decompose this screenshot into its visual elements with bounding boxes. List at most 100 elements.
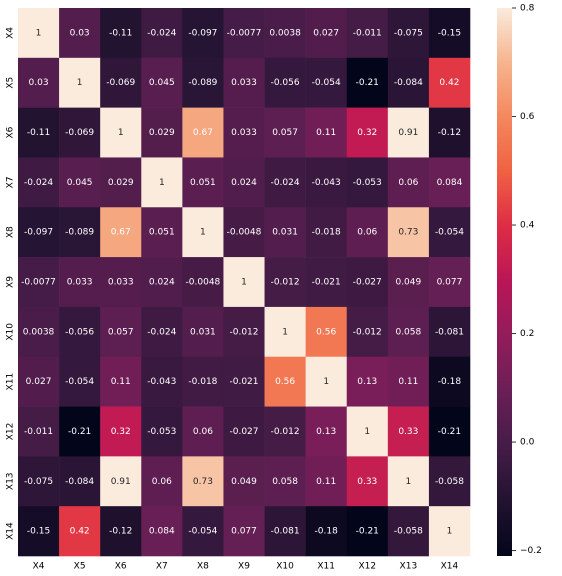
cell-label: -0.012 <box>271 278 300 288</box>
cell-label: 0.084 <box>149 527 175 537</box>
cell-label: -0.024 <box>147 327 176 337</box>
heatmap-cell <box>428 456 471 507</box>
cell-label: -0.018 <box>312 228 341 238</box>
heatmap-cell <box>100 356 142 407</box>
y-tick-label: X6 <box>6 126 16 138</box>
cell-label: 0.42 <box>439 78 459 88</box>
cell-label: -0.069 <box>106 78 135 88</box>
cell-label: 1 <box>282 327 288 337</box>
cell-label: 0.027 <box>26 377 52 387</box>
x-tick-label: X13 <box>400 562 418 572</box>
heatmap-cell <box>100 456 142 507</box>
cell-label: -0.18 <box>438 377 462 387</box>
heatmap-cell <box>305 406 348 457</box>
heatmap-cell <box>223 257 265 308</box>
heatmap-cell <box>223 456 265 507</box>
x-tick-label: X7 <box>156 562 168 572</box>
heatmap-cell <box>182 207 224 258</box>
cell-label: 1 <box>364 427 370 437</box>
heatmap-cell <box>182 157 224 208</box>
heatmap-cell <box>100 506 142 557</box>
cell-label: -0.058 <box>394 527 423 537</box>
heatmap-cell <box>100 57 142 108</box>
heatmap-cell <box>59 506 101 557</box>
heatmap-cell <box>346 257 389 308</box>
cell-label: -0.053 <box>353 178 382 188</box>
heatmap-cell <box>387 257 430 308</box>
cell-label: 1 <box>405 477 411 487</box>
heatmap-cell <box>305 306 348 358</box>
heatmap-cell <box>141 456 183 507</box>
cell-label: -0.097 <box>188 28 217 38</box>
heatmap-cell <box>59 356 101 407</box>
cell-label: 1 <box>36 28 42 38</box>
cell-label: 0.077 <box>437 278 463 288</box>
cell-label: -0.089 <box>188 78 217 88</box>
heatmap-cell <box>223 57 265 108</box>
cell-label: 1 <box>200 228 206 238</box>
cell-label: 0.11 <box>316 128 336 138</box>
cell-label: 0.42 <box>70 527 90 537</box>
cell-label: 0.045 <box>149 78 175 88</box>
cell-label: 0.049 <box>231 477 257 487</box>
x-tick-label: X14 <box>441 562 459 572</box>
cell-label: -0.018 <box>188 377 217 387</box>
colorbar-tick-label: 0.4 <box>520 221 535 231</box>
heatmap-cell <box>305 57 348 108</box>
cell-label: -0.12 <box>109 527 132 537</box>
heatmap-cell <box>387 157 430 208</box>
cell-label: 1 <box>323 377 329 387</box>
cell-label: -0.012 <box>353 327 382 337</box>
cell-label: -0.021 <box>312 278 341 288</box>
heatmap-cell <box>264 207 306 258</box>
heatmap-cell <box>428 157 471 208</box>
cell-label: 0.06 <box>193 427 213 437</box>
heatmap-cell <box>264 107 306 158</box>
x-tick-label: X6 <box>115 562 127 572</box>
heatmap-cell <box>18 456 60 507</box>
heatmap-cell <box>141 8 183 59</box>
colorbar-tick-label: 0.0 <box>520 438 535 448</box>
heatmap-cell <box>182 456 224 507</box>
heatmap-cell <box>346 207 389 258</box>
cell-label: 0.049 <box>395 278 421 288</box>
heatmap-cell <box>59 107 101 158</box>
heatmap-cell <box>59 257 101 308</box>
heatmap-cell <box>305 506 348 557</box>
cell-label: -0.084 <box>65 477 94 487</box>
cell-label: -0.058 <box>435 477 464 487</box>
heatmap-cell <box>18 157 60 208</box>
y-tick-label: X13 <box>6 472 16 490</box>
heatmap-cell <box>305 356 348 407</box>
heatmap-cell <box>346 406 389 457</box>
cell-label: 0.13 <box>316 427 336 437</box>
cell-label: -0.043 <box>147 377 176 387</box>
cell-label: 0.32 <box>357 128 377 138</box>
heatmap-cell <box>141 257 183 308</box>
heatmap-cell <box>428 406 471 457</box>
cell-label: 0.06 <box>152 477 172 487</box>
heatmap-cell <box>18 306 60 358</box>
cell-label: -0.075 <box>394 28 423 38</box>
cell-label: -0.075 <box>24 477 53 487</box>
cell-label: 0.33 <box>398 427 418 437</box>
cell-label: 1 <box>118 128 124 138</box>
cell-label: 0.11 <box>316 477 336 487</box>
cell-label: -0.027 <box>229 427 258 437</box>
heatmap-cell <box>264 157 306 208</box>
cell-label: 0.03 <box>29 78 49 88</box>
heatmap-cell <box>223 107 265 158</box>
cell-label: 0.077 <box>231 527 257 537</box>
cell-label: 0.024 <box>231 178 257 188</box>
cell-label: -0.054 <box>435 228 464 238</box>
cell-label: -0.089 <box>65 228 94 238</box>
heatmap-cell <box>428 257 471 308</box>
cell-label: 0.058 <box>395 327 421 337</box>
cell-label: 1 <box>241 278 247 288</box>
heatmap-cell <box>100 157 142 208</box>
cell-label: 0.56 <box>275 377 295 387</box>
x-tick-label: X5 <box>74 562 86 572</box>
heatmap-cell <box>18 356 60 407</box>
cell-label: -0.043 <box>312 178 341 188</box>
